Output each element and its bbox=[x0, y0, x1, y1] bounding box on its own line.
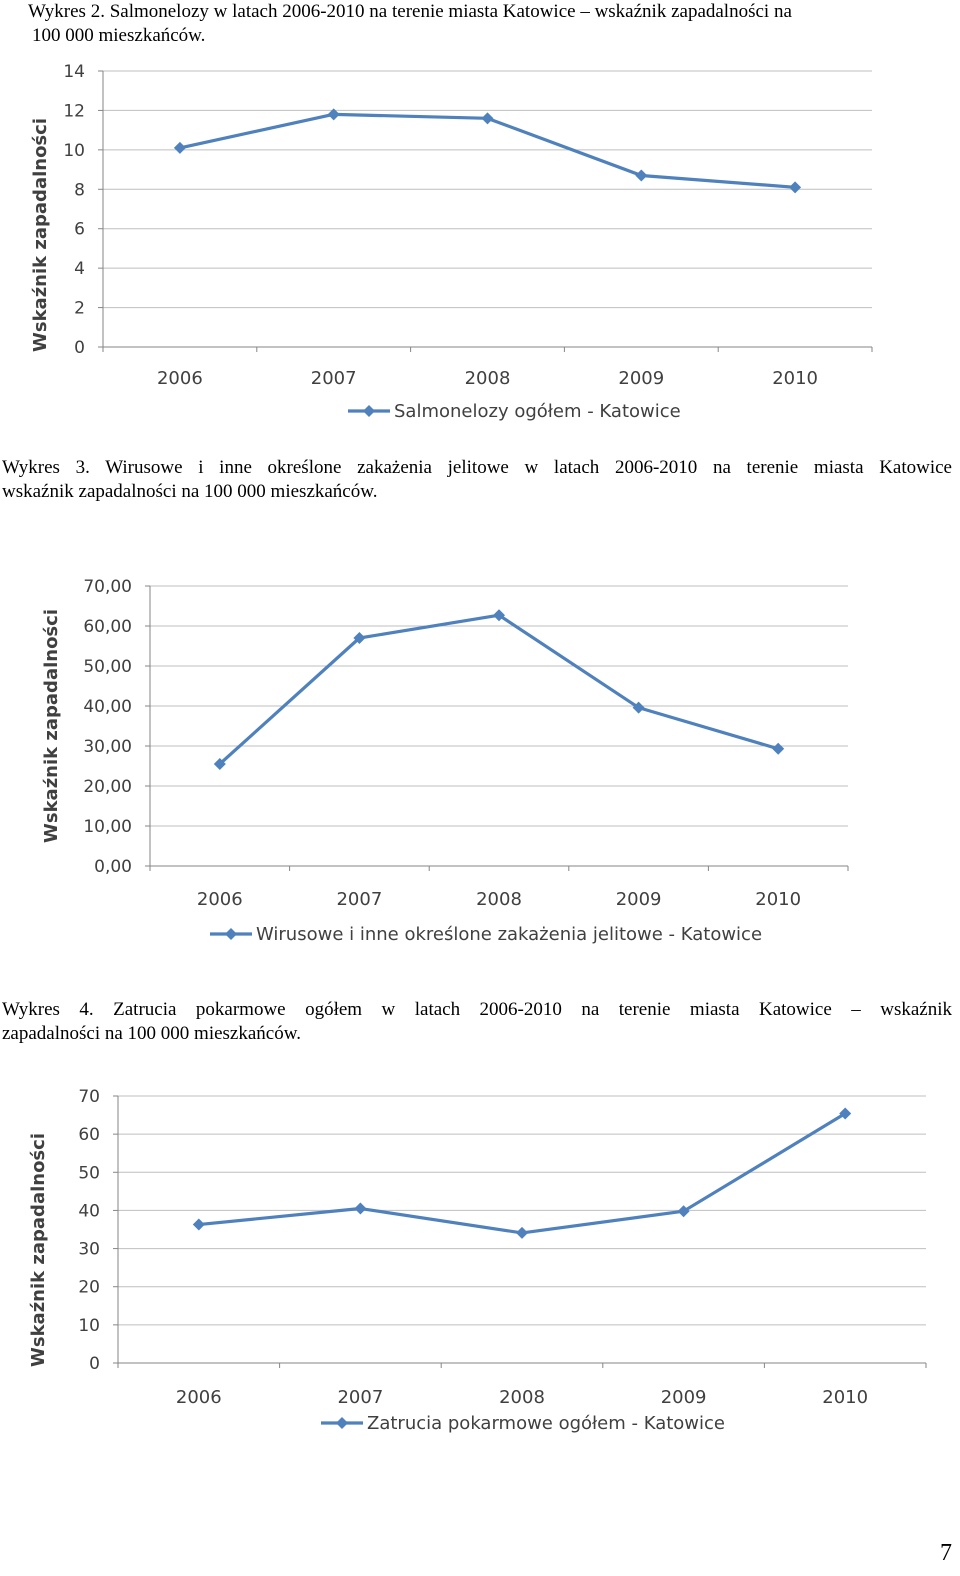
y-tick-label: 20 bbox=[78, 1278, 100, 1298]
data-point bbox=[192, 1218, 205, 1231]
y-tick-label: 70 bbox=[78, 1087, 100, 1107]
data-point bbox=[677, 1205, 690, 1218]
y-tick-label: 0,00 bbox=[94, 857, 132, 877]
x-tick-label: 2007 bbox=[337, 1387, 383, 1408]
y-tick-label: 30 bbox=[78, 1240, 100, 1260]
data-point bbox=[481, 112, 494, 125]
legend: Wirusowe i inne określone zakażenia jeli… bbox=[210, 924, 762, 945]
y-tick-label: 40,00 bbox=[83, 697, 132, 717]
y-tick-label: 2 bbox=[74, 299, 85, 319]
legend: Zatrucia pokarmowe ogółem - Katowice bbox=[321, 1413, 725, 1434]
y-tick-label: 4 bbox=[74, 259, 85, 279]
y-tick-label: 0 bbox=[89, 1354, 100, 1374]
caption-line-1: Wykres 2. Salmonelozy w latach 2006-2010… bbox=[28, 1, 792, 22]
data-point bbox=[635, 169, 648, 182]
x-tick-label: 2009 bbox=[616, 889, 662, 910]
y-axis-title: Wskaźnik zapadalności bbox=[41, 609, 62, 843]
x-tick-label: 2006 bbox=[176, 1387, 222, 1408]
caption-line-1: Wykres 3. Wirusowe i inne określone zaka… bbox=[2, 457, 952, 478]
x-tick-label: 2006 bbox=[157, 368, 203, 389]
data-point bbox=[789, 181, 802, 194]
y-axis-title: Wskaźnik zapadalności bbox=[30, 118, 51, 352]
legend-label: Salmonelozy ogółem - Katowice bbox=[394, 401, 681, 422]
y-tick-label: 50,00 bbox=[83, 657, 132, 677]
y-tick-label: 12 bbox=[63, 101, 85, 121]
y-tick-label: 10 bbox=[78, 1316, 100, 1336]
line-chart-viral-infections: 0,00 10,00 20,00 30,00 40,00 50,00 60,00 70,00 2… bbox=[41, 577, 849, 945]
legend-marker bbox=[363, 405, 375, 417]
x-tick-label: 2007 bbox=[311, 368, 357, 389]
plot-area: 0 2 4 6 8 10 12 14 2006 2007 2008 2009 2010 Wskaźnik … bbox=[30, 62, 873, 422]
y-tick-label: 70,00 bbox=[83, 577, 132, 597]
y-tick-label: 6 bbox=[74, 220, 85, 240]
data-point bbox=[772, 742, 785, 755]
x-tick-label: 2010 bbox=[772, 368, 818, 389]
legend: Salmonelozy ogółem - Katowice bbox=[348, 401, 681, 422]
y-axis-title: Wskaźnik zapadalności bbox=[28, 1133, 49, 1367]
legend-label: Zatrucia pokarmowe ogółem - Katowice bbox=[367, 1413, 725, 1434]
line-chart-food-poisoning: 0 10 20 30 40 50 60 70 2006 2007 2008 2009 2010 Wskaź… bbox=[28, 1087, 927, 1434]
x-tick-label: 2009 bbox=[618, 368, 664, 389]
data-point bbox=[493, 609, 505, 622]
x-tick-label: 2008 bbox=[476, 889, 522, 910]
chart-caption: Wykres 4. Zatrucia pokarmowe ogółem w la… bbox=[2, 998, 952, 1046]
page-number: 7 bbox=[940, 1540, 952, 1566]
y-tick-label: 10,00 bbox=[83, 817, 132, 837]
series-line bbox=[218, 613, 779, 766]
caption-line-1: Wykres 4. Zatrucia pokarmowe ogółem w la… bbox=[2, 999, 952, 1020]
series-line bbox=[179, 112, 796, 189]
y-tick-label: 60 bbox=[78, 1125, 100, 1145]
x-tick-label: 2008 bbox=[499, 1387, 545, 1408]
x-tick-label: 2008 bbox=[465, 368, 511, 389]
caption-line-2: 100 000 mieszkańców. bbox=[32, 25, 206, 46]
line-chart-salmonellosis: 0 2 4 6 8 10 12 14 2006 2007 2008 2009 2010 Wskaźnik … bbox=[30, 62, 873, 422]
x-tick-label: 2006 bbox=[197, 889, 243, 910]
chart-caption: Wykres 3. Wirusowe i inne określone zaka… bbox=[2, 456, 952, 504]
data-point bbox=[327, 108, 340, 121]
legend-marker bbox=[225, 928, 237, 940]
data-point bbox=[839, 1107, 852, 1120]
legend-label: Wirusowe i inne określone zakażenia jeli… bbox=[256, 924, 762, 945]
data-point bbox=[632, 701, 645, 714]
data-point bbox=[516, 1226, 528, 1239]
y-tick-label: 50 bbox=[78, 1163, 100, 1183]
y-tick-label: 14 bbox=[63, 62, 85, 82]
y-tick-label: 0 bbox=[74, 338, 85, 358]
caption-line-2: zapadalności na 100 000 mieszkańców. bbox=[2, 1023, 301, 1044]
data-point bbox=[173, 141, 186, 154]
series-line bbox=[198, 1112, 847, 1235]
plot-area: 0 10 20 30 40 50 60 70 2006 2007 2008 2009 2010 Wskaź… bbox=[28, 1087, 927, 1434]
y-tick-label: 60,00 bbox=[83, 617, 132, 637]
y-tick-label: 10 bbox=[63, 141, 85, 161]
data-point bbox=[354, 1202, 367, 1215]
x-tick-label: 2010 bbox=[822, 1387, 868, 1408]
data-point bbox=[353, 632, 366, 644]
plot-area: 0,00 10,00 20,00 30,00 40,00 50,00 60,00 70,00 2… bbox=[41, 577, 849, 945]
legend-marker bbox=[336, 1417, 348, 1429]
data-point bbox=[213, 758, 226, 770]
x-tick-label: 2007 bbox=[336, 889, 382, 910]
y-tick-label: 8 bbox=[74, 180, 85, 200]
x-tick-label: 2010 bbox=[755, 889, 801, 910]
y-tick-label: 40 bbox=[78, 1201, 100, 1221]
y-tick-label: 30,00 bbox=[83, 737, 132, 757]
x-tick-label: 2009 bbox=[661, 1387, 707, 1408]
y-tick-label: 20,00 bbox=[83, 777, 132, 797]
caption-line-2: wskaźnik zapadalności na 100 000 mieszka… bbox=[2, 481, 378, 502]
chart-caption: Wykres 2. Salmonelozy w latach 2006-2010… bbox=[28, 0, 928, 48]
